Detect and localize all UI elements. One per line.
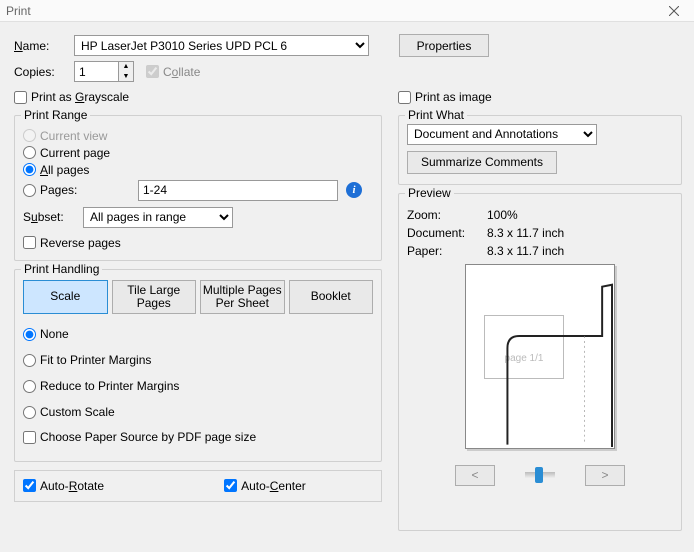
radio-all-pages[interactable]: All pages bbox=[23, 163, 373, 177]
print-handling-group: Print Handling Scale Tile Large Pages Mu… bbox=[14, 269, 382, 462]
reverse-checkbox[interactable]: Reverse pages bbox=[23, 236, 121, 250]
pages-label: Pages: bbox=[40, 183, 134, 197]
radio-reduce[interactable]: Reduce to Printer Margins bbox=[23, 379, 373, 393]
tab-booklet[interactable]: Booklet bbox=[289, 280, 374, 314]
print-range-legend: Print Range bbox=[21, 108, 90, 122]
paper-source-checkbox[interactable]: Choose Paper Source by PDF page size bbox=[23, 430, 256, 444]
radio-pages[interactable]: Pages: i bbox=[23, 180, 373, 201]
pages-input[interactable] bbox=[138, 180, 338, 201]
grayscale-label: Print as Grayscale bbox=[31, 90, 129, 104]
preview-page: page 1/1 bbox=[465, 264, 615, 449]
doc-value: 8.3 x 11.7 inch bbox=[487, 226, 564, 240]
tab-scale[interactable]: Scale bbox=[23, 280, 108, 314]
titlebar: Print bbox=[0, 0, 694, 22]
preview-slider[interactable] bbox=[525, 472, 555, 478]
summarize-button[interactable]: Summarize Comments bbox=[407, 151, 557, 174]
copies-input[interactable] bbox=[74, 61, 118, 82]
paper-value: 8.3 x 11.7 inch bbox=[487, 244, 564, 258]
preview-nav: < > bbox=[407, 465, 673, 486]
next-page-button[interactable]: > bbox=[585, 465, 625, 486]
copies-stepper[interactable]: ▲▼ bbox=[74, 61, 134, 82]
tab-multiple[interactable]: Multiple Pages Per Sheet bbox=[200, 280, 285, 314]
properties-button[interactable]: Properties bbox=[399, 34, 489, 57]
name-label: Name: bbox=[14, 39, 74, 53]
handling-tabs: Scale Tile Large Pages Multiple Pages Pe… bbox=[23, 280, 373, 314]
paper-label: Paper: bbox=[407, 244, 487, 258]
print-image-checkbox[interactable]: Print as image bbox=[398, 90, 492, 104]
print-handling-legend: Print Handling bbox=[21, 262, 102, 276]
preview-group: Preview Zoom:100% Document:8.3 x 11.7 in… bbox=[398, 193, 682, 531]
zoom-label: Zoom: bbox=[407, 208, 487, 222]
preview-legend: Preview bbox=[405, 186, 454, 200]
radio-custom[interactable]: Custom Scale bbox=[23, 405, 373, 419]
doc-label: Document: bbox=[407, 226, 487, 240]
auto-rotate-checkbox[interactable]: Auto-Rotate bbox=[23, 479, 104, 493]
spin-down-icon[interactable]: ▼ bbox=[119, 72, 133, 82]
subset-select[interactable]: All pages in range bbox=[83, 207, 233, 228]
radio-current-view: Current view bbox=[23, 129, 373, 143]
print-what-group: Print What Document and Annotations Summ… bbox=[398, 115, 682, 185]
grayscale-checkbox[interactable]: Print as Grayscale bbox=[14, 90, 129, 104]
print-what-legend: Print What bbox=[405, 108, 467, 122]
tab-tile[interactable]: Tile Large Pages bbox=[112, 280, 197, 314]
collate-checkbox: Collate bbox=[146, 65, 200, 79]
window-title: Print bbox=[6, 4, 31, 18]
slider-thumb-icon[interactable] bbox=[535, 467, 543, 483]
auto-options-group: Auto-Rotate Auto-Center bbox=[14, 470, 382, 502]
print-what-select[interactable]: Document and Annotations bbox=[407, 124, 597, 145]
spin-up-icon[interactable]: ▲ bbox=[119, 62, 133, 72]
prev-page-button[interactable]: < bbox=[455, 465, 495, 486]
auto-center-checkbox[interactable]: Auto-Center bbox=[224, 479, 306, 493]
close-icon[interactable] bbox=[660, 2, 688, 20]
radio-none[interactable]: None bbox=[23, 327, 373, 341]
print-dialog: Print Name: HP LaserJet P3010 Series UPD… bbox=[0, 0, 694, 552]
collate-label: Collate bbox=[163, 65, 200, 79]
print-range-group: Print Range Current view Current page Al… bbox=[14, 115, 382, 262]
copies-label: Copies: bbox=[14, 65, 74, 79]
zoom-value: 100% bbox=[487, 208, 518, 222]
subset-label: Subset: bbox=[23, 210, 83, 224]
radio-current-page[interactable]: Current page bbox=[23, 146, 373, 160]
printer-select[interactable]: HP LaserJet P3010 Series UPD PCL 6 bbox=[74, 35, 369, 56]
radio-fit[interactable]: Fit to Printer Margins bbox=[23, 353, 373, 367]
info-icon[interactable]: i bbox=[346, 182, 362, 198]
